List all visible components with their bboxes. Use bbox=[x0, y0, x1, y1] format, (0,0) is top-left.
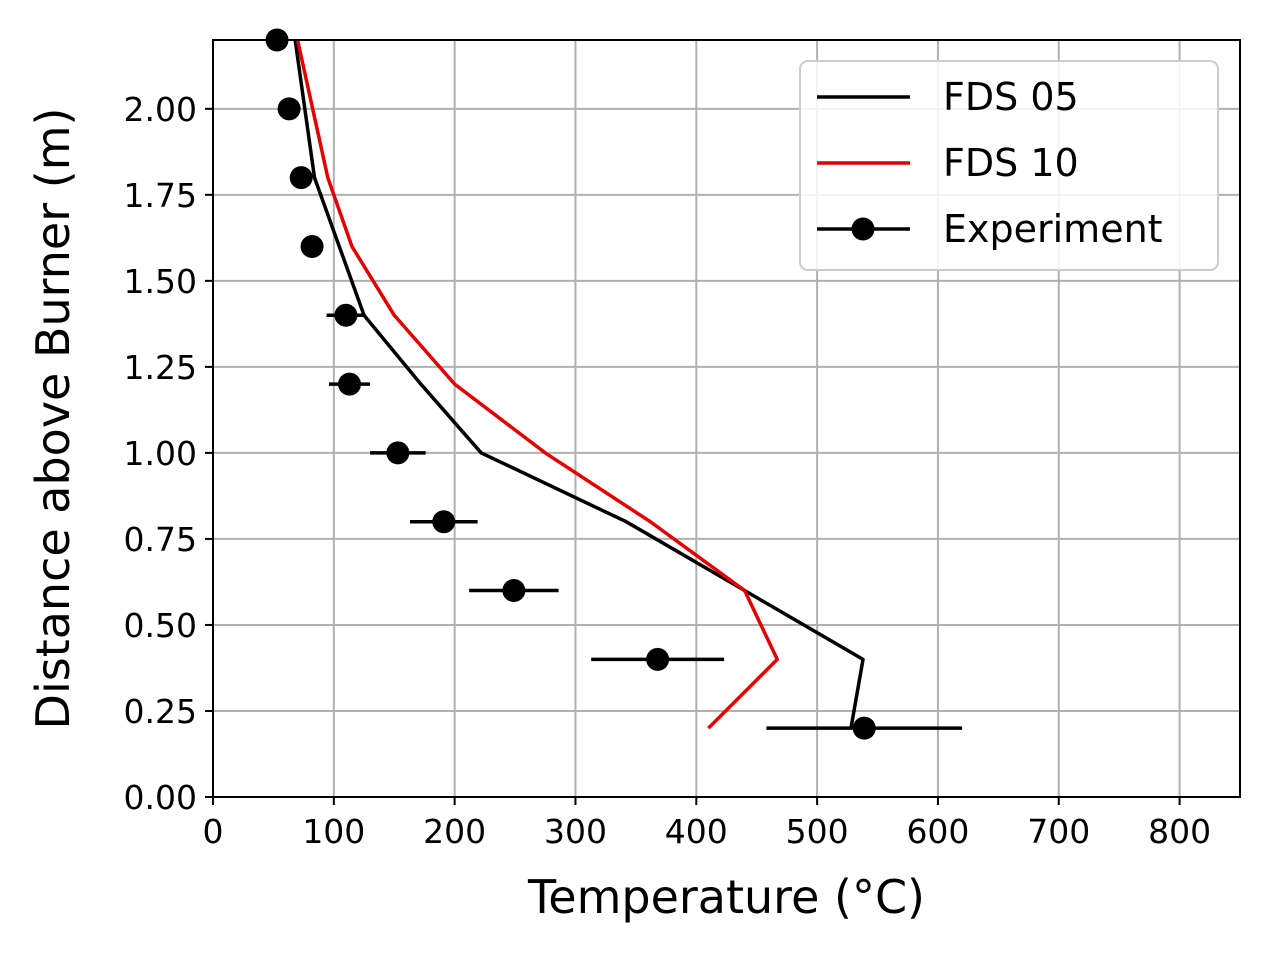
legend-label-experiment: Experiment bbox=[943, 207, 1163, 251]
legend-label-fds-05: FDS 05 bbox=[943, 75, 1079, 119]
series-lines bbox=[293, 40, 865, 730]
y-axis-label: Distance above Burner (m) bbox=[26, 108, 80, 730]
y-tick-label-3: 0.75 bbox=[124, 520, 197, 559]
plot-frame bbox=[212, 39, 1241, 798]
experiment-point-9 bbox=[646, 647, 670, 671]
legend: FDS 05 FDS 10 Experiment bbox=[799, 60, 1219, 271]
x-tick-label-7: 700 bbox=[1027, 812, 1090, 851]
y-tick-label-5: 1.25 bbox=[124, 348, 197, 387]
series-line-fds-10 bbox=[295, 40, 779, 730]
y-tick-label-8: 2.00 bbox=[124, 90, 197, 129]
legend-marker-experiment bbox=[851, 217, 875, 241]
x-tick-label-1: 100 bbox=[302, 812, 365, 851]
tick-labels: 0 100 200 300 400 500 600 700 800 0.00 0.25 0.50 0.7… bbox=[124, 90, 1212, 851]
x-tick-label-8: 800 bbox=[1148, 812, 1211, 851]
experiment-point-10 bbox=[852, 716, 876, 740]
y-tick-label-1: 0.25 bbox=[124, 692, 197, 731]
experiment-errorbars bbox=[304, 244, 963, 730]
y-tick-label-6: 1.50 bbox=[124, 262, 197, 301]
experiment-markers bbox=[265, 28, 876, 740]
y-tick-label-4: 1.00 bbox=[124, 434, 197, 473]
legend-box bbox=[799, 60, 1219, 271]
x-tick-label-3: 300 bbox=[544, 812, 607, 851]
experiment-point-3 bbox=[300, 234, 324, 258]
axis-ticks bbox=[205, 107, 1181, 805]
x-axis-label: Temperature (°C) bbox=[527, 870, 925, 924]
x-tick-label-5: 500 bbox=[786, 812, 849, 851]
experiment-point-4 bbox=[334, 303, 358, 327]
y-tick-label-2: 0.50 bbox=[124, 606, 197, 645]
experiment-point-7 bbox=[432, 510, 456, 534]
x-tick-label-2: 200 bbox=[423, 812, 486, 851]
legend-label-fds-10: FDS 10 bbox=[943, 141, 1079, 185]
experiment-point-2 bbox=[289, 166, 313, 190]
experiment-point-5 bbox=[338, 372, 362, 396]
x-tick-label-0: 0 bbox=[203, 812, 224, 851]
experiment-point-6 bbox=[386, 441, 410, 465]
y-tick-label-0: 0.00 bbox=[124, 778, 197, 817]
series-line-fds-05 bbox=[293, 40, 865, 729]
experiment-point-8 bbox=[502, 579, 526, 603]
x-tick-label-4: 400 bbox=[665, 812, 728, 851]
experiment-point-1 bbox=[277, 97, 301, 121]
x-tick-label-6: 600 bbox=[906, 812, 969, 851]
y-tick-label-7: 1.75 bbox=[124, 176, 197, 215]
